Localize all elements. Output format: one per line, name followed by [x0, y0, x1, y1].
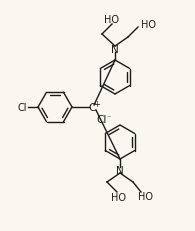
Text: N: N	[116, 165, 124, 175]
Text: HO: HO	[138, 191, 153, 201]
Text: C: C	[88, 103, 96, 112]
Text: +: +	[94, 100, 100, 109]
Text: Cl: Cl	[97, 115, 107, 125]
Text: HO: HO	[105, 15, 120, 25]
Text: Cl: Cl	[18, 103, 27, 112]
Text: N: N	[111, 45, 119, 55]
Text: HO: HO	[141, 20, 156, 30]
Text: HO: HO	[112, 192, 127, 202]
Text: ⁻: ⁻	[107, 113, 111, 122]
